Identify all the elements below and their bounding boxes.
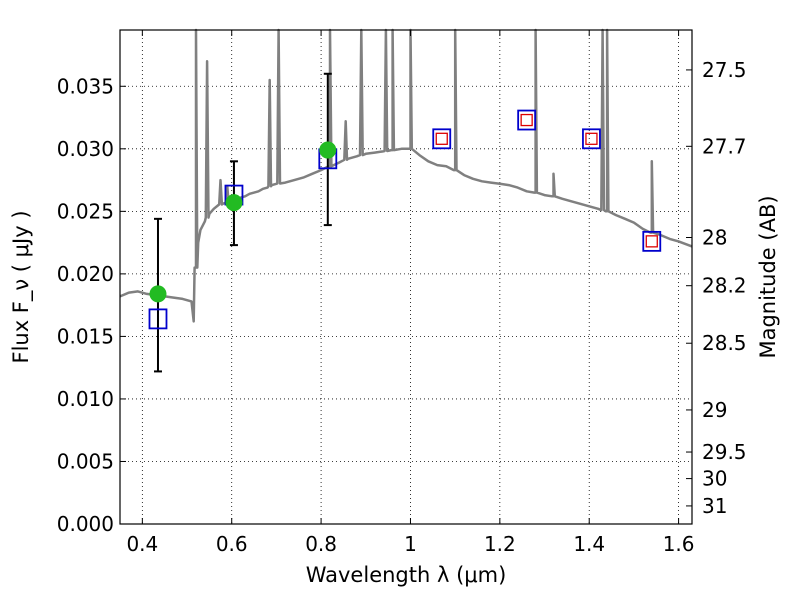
y-tick-label: 0.020 [57,262,114,286]
model-photometry-layer [148,109,662,330]
model-flux-box [642,230,662,252]
spectrum-layer [119,28,693,323]
model-flux-inner-marker [645,235,658,248]
y-axis-label: Flux F_ν ( μJy ) [9,210,34,363]
y-tick-label: 0.025 [57,199,114,223]
y2-tick-label: 29.5 [702,440,747,464]
y-tick-label: 0.035 [57,74,114,98]
x-tick-label: 1.4 [573,532,605,556]
errorbar-layer [153,72,332,373]
y2-tick-label: 27.5 [702,58,747,82]
model-flux-inner-marker [585,132,598,145]
model-flux-box [148,308,168,330]
x-tick-label: 1.6 [663,532,695,556]
x-tick-label: 0.8 [305,532,337,556]
plot-frame [119,29,693,525]
observed-flux-point [319,141,337,159]
y-axis-ticks: 0.000 0.005 0.010 0.015 0.020 0.025 0.030 0.035 [57,74,126,536]
x-tick-label: 1.2 [484,532,516,556]
x-tick-label: 0.4 [126,532,158,556]
y2-tick-label: 28.5 [702,331,747,355]
observed-flux-point [225,194,243,212]
model-flux-inner-marker [520,113,533,127]
x-tick-label: 1 [404,532,417,556]
y2-tick-label: 28.2 [702,274,747,298]
x-axis-label: Wavelength λ (μm) [306,563,507,587]
y-tick-label: 0.005 [57,449,114,473]
model-flux-inner-marker [435,132,448,145]
model-flux-box [582,128,601,150]
observed-points-layer [149,141,337,303]
y2-tick-label: 28 [702,225,727,249]
model-flux-box [432,128,452,150]
y-tick-label: 0.000 [57,512,114,536]
x-tick-label: 0.6 [216,532,248,556]
observed-flux-point [149,285,167,303]
spectrum-line [119,28,693,323]
model-flux-box [517,109,537,131]
y-tick-label: 0.015 [57,324,114,348]
y-tick-label: 0.030 [57,137,114,161]
y2-axis-ticks: 27.5 27.7 28 28.2 28.5 29 29.5 30 31 [686,58,747,518]
y2-axis-label: Magnitude (AB) [756,195,780,358]
x-axis-ticks: 0.4 0.6 0.8 1 1.2 1.4 1.6 [126,30,695,556]
y-tick-label: 0.010 [57,387,114,411]
y2-tick-label: 27.7 [702,134,747,158]
y2-tick-label: 31 [702,494,727,518]
y2-tick-label: 30 [702,467,727,491]
y2-tick-label: 29 [702,398,727,422]
